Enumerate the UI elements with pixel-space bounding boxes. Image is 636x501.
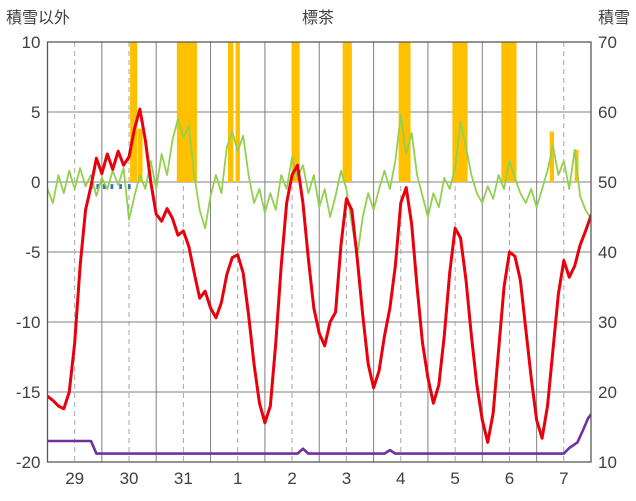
svg-text:60: 60 [598,103,617,122]
svg-text:-15: -15 [16,383,41,402]
gridlines [47,41,592,463]
right-axis-label: 積雪 [597,10,630,27]
svg-text:10: 10 [22,33,41,52]
green-series-line [47,113,591,258]
svg-text:2: 2 [287,469,296,488]
left-axis-label: 積雪以外 [6,10,71,27]
svg-text:30: 30 [120,469,139,488]
svg-text:70: 70 [598,33,617,52]
svg-text:0: 0 [31,173,40,192]
chart-title: 標茶 [301,10,334,27]
snow-depth-line [47,413,591,455]
svg-text:30: 30 [598,313,617,332]
svg-text:-10: -10 [16,313,41,332]
svg-text:50: 50 [598,173,617,192]
svg-text:31: 31 [174,469,193,488]
svg-text:6: 6 [505,469,514,488]
svg-text:5: 5 [450,469,459,488]
svg-text:10: 10 [598,453,617,472]
svg-text:29: 29 [65,469,84,488]
sunshine-bars [130,42,579,182]
temperature-line [47,107,591,444]
svg-text:7: 7 [559,469,568,488]
svg-text:3: 3 [342,469,351,488]
svg-text:4: 4 [396,469,405,488]
svg-text:20: 20 [598,383,617,402]
svg-text:40: 40 [598,243,617,262]
svg-text:5: 5 [31,103,40,122]
svg-text:-20: -20 [16,453,41,472]
svg-text:-5: -5 [25,243,40,262]
svg-text:1: 1 [233,469,242,488]
plot-border [46,41,592,463]
